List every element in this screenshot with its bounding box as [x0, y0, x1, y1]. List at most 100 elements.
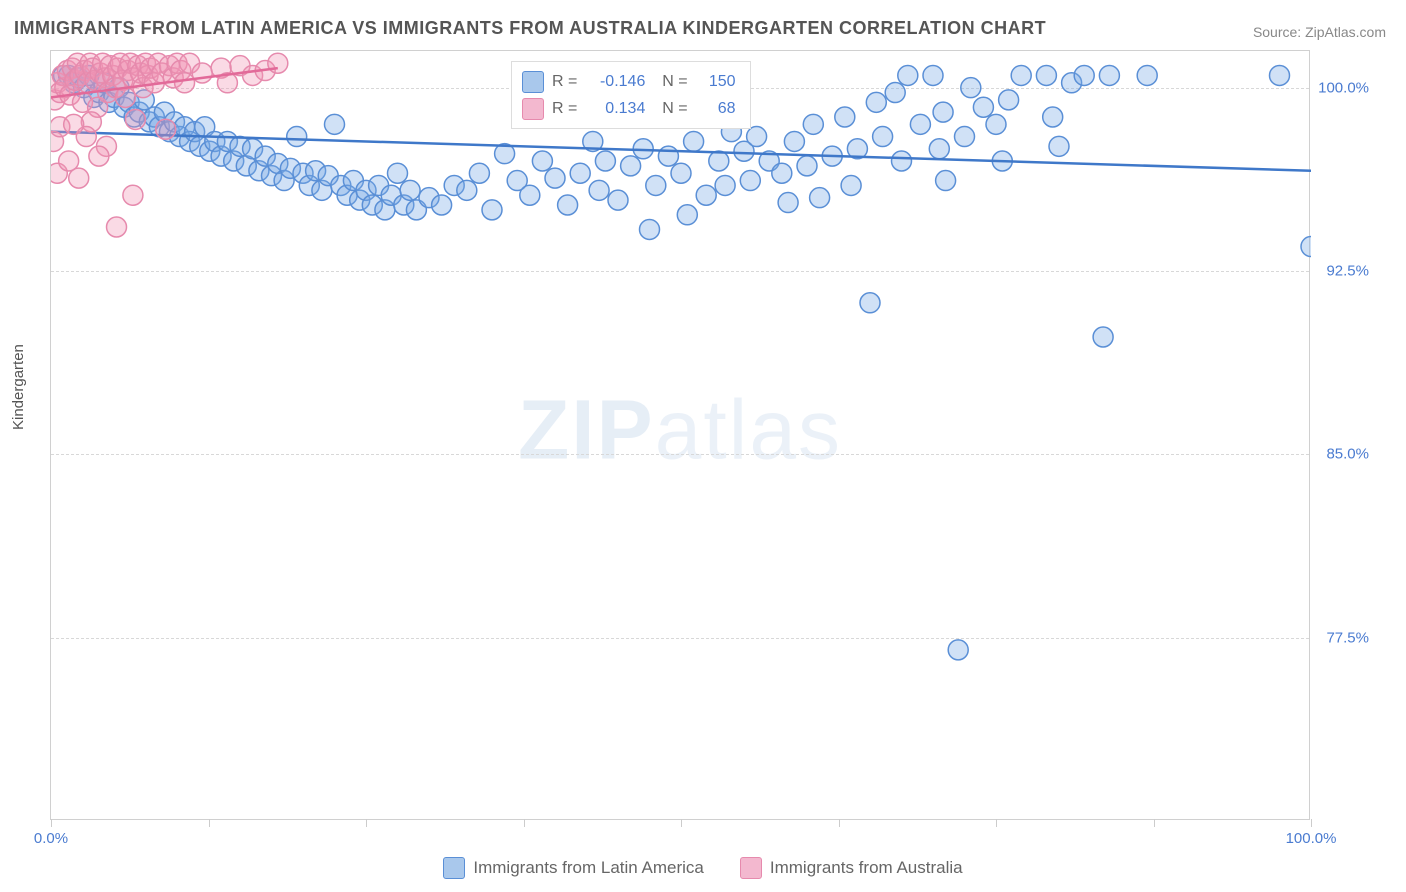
data-point — [936, 171, 956, 191]
data-point — [860, 293, 880, 313]
legend-n-label: N = — [653, 95, 687, 122]
legend-swatch — [740, 857, 762, 879]
data-point — [646, 175, 666, 195]
y-tick-label: 100.0% — [1318, 79, 1369, 96]
data-point — [784, 131, 804, 151]
data-point — [866, 92, 886, 112]
legend-label: Immigrants from Australia — [770, 858, 963, 878]
data-point — [1093, 327, 1113, 347]
data-point — [1011, 65, 1031, 85]
legend-swatch — [522, 71, 544, 93]
data-point — [107, 217, 127, 237]
data-point — [803, 114, 823, 134]
data-point — [973, 97, 993, 117]
data-point — [64, 114, 84, 134]
plot-area: ZIPatlas 100.0%92.5%85.0%77.5%0.0%100.0%… — [50, 50, 1310, 820]
data-point — [961, 78, 981, 98]
data-point — [156, 119, 176, 139]
data-point — [778, 193, 798, 213]
data-point — [532, 151, 552, 171]
data-point — [400, 180, 420, 200]
data-point — [1074, 65, 1094, 85]
data-point — [125, 109, 145, 129]
legend-swatch — [522, 98, 544, 120]
data-point — [709, 151, 729, 171]
legend-r-label: R = — [552, 95, 577, 122]
data-point — [929, 139, 949, 159]
data-point — [835, 107, 855, 127]
data-point — [873, 127, 893, 147]
data-point — [1301, 237, 1311, 257]
data-point — [986, 114, 1006, 134]
legend-stats-row: R = 0.134 N = 68 — [522, 95, 736, 122]
y-tick-label: 85.0% — [1326, 446, 1369, 463]
data-point — [1099, 65, 1119, 85]
y-tick-label: 92.5% — [1326, 263, 1369, 280]
data-point — [910, 114, 930, 134]
legend-n-value: 68 — [696, 95, 736, 122]
data-point — [1270, 65, 1290, 85]
legend-r-value: -0.146 — [585, 68, 645, 95]
data-point — [388, 163, 408, 183]
data-point — [797, 156, 817, 176]
data-point — [671, 163, 691, 183]
data-point — [287, 127, 307, 147]
data-point — [482, 200, 502, 220]
data-point — [892, 151, 912, 171]
y-axis-label: Kindergarten — [10, 344, 27, 430]
data-point — [1043, 107, 1063, 127]
data-point — [545, 168, 565, 188]
legend-r-value: 0.134 — [585, 95, 645, 122]
legend-label: Immigrants from Latin America — [473, 858, 704, 878]
data-point — [999, 90, 1019, 110]
data-point — [898, 65, 918, 85]
data-point — [955, 127, 975, 147]
data-point — [1036, 65, 1056, 85]
data-point — [696, 185, 716, 205]
data-point — [923, 65, 943, 85]
data-point — [123, 185, 143, 205]
data-point — [948, 640, 968, 660]
chart-title: IMMIGRANTS FROM LATIN AMERICA VS IMMIGRA… — [14, 18, 1046, 39]
y-tick-label: 77.5% — [1326, 629, 1369, 646]
legend-stats-row: R = -0.146 N = 150 — [522, 68, 736, 95]
data-point — [933, 102, 953, 122]
data-point — [885, 83, 905, 103]
legend-swatch — [443, 857, 465, 879]
x-tick-label: 0.0% — [34, 830, 68, 847]
data-point — [658, 146, 678, 166]
data-point — [175, 73, 195, 93]
data-point — [841, 175, 861, 195]
legend-item: Immigrants from Australia — [740, 857, 963, 879]
data-point — [747, 127, 767, 147]
data-point — [115, 87, 135, 107]
data-point — [570, 163, 590, 183]
data-point — [640, 219, 660, 239]
data-point — [432, 195, 452, 215]
source-attribution: Source: ZipAtlas.com — [1253, 24, 1386, 40]
data-point — [558, 195, 578, 215]
x-tick — [1311, 819, 1312, 827]
data-point — [457, 180, 477, 200]
legend-bottom: Immigrants from Latin America Immigrants … — [0, 857, 1406, 884]
legend-n-value: 150 — [696, 68, 736, 95]
legend-stats: R = -0.146 N = 150 R = 0.134 N = 68 — [511, 61, 751, 129]
scatter-svg — [51, 51, 1311, 821]
data-point — [740, 171, 760, 191]
data-point — [589, 180, 609, 200]
data-point — [715, 175, 735, 195]
data-point — [677, 205, 697, 225]
data-point — [520, 185, 540, 205]
legend-r-label: R = — [552, 68, 577, 95]
data-point — [1137, 65, 1157, 85]
data-point — [595, 151, 615, 171]
data-point — [69, 168, 89, 188]
data-point — [810, 188, 830, 208]
data-point — [621, 156, 641, 176]
data-point — [325, 114, 345, 134]
data-point — [1049, 136, 1069, 156]
legend-item: Immigrants from Latin America — [443, 857, 704, 879]
data-point — [772, 163, 792, 183]
data-point — [608, 190, 628, 210]
x-tick-label: 100.0% — [1286, 830, 1337, 847]
